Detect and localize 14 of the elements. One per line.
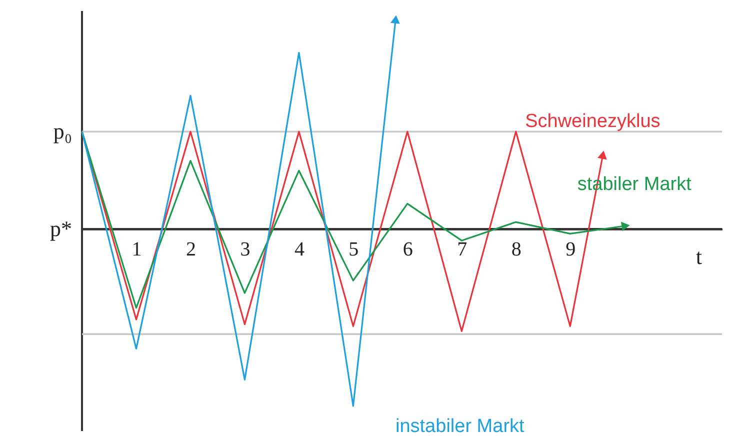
x-tick-label: 2 — [186, 238, 196, 260]
x-tick-label: 4 — [294, 238, 304, 260]
ref-line-label: p₀ — [53, 118, 72, 144]
x-tick-label: 5 — [348, 238, 359, 260]
x-tick-label: 9 — [566, 238, 576, 260]
series-label: Schweinezyklus — [525, 111, 660, 132]
x-tick-label: 8 — [511, 238, 522, 260]
x-tick-label: 6 — [402, 238, 413, 260]
ref-line-label: p* — [50, 216, 72, 241]
x-tick-label: 1 — [132, 238, 142, 260]
x-tick-label: 3 — [240, 238, 250, 260]
x-axis-title: t — [696, 244, 702, 269]
text: instabiler Markt — [395, 416, 526, 437]
x-tick-label: 7 — [457, 238, 468, 260]
